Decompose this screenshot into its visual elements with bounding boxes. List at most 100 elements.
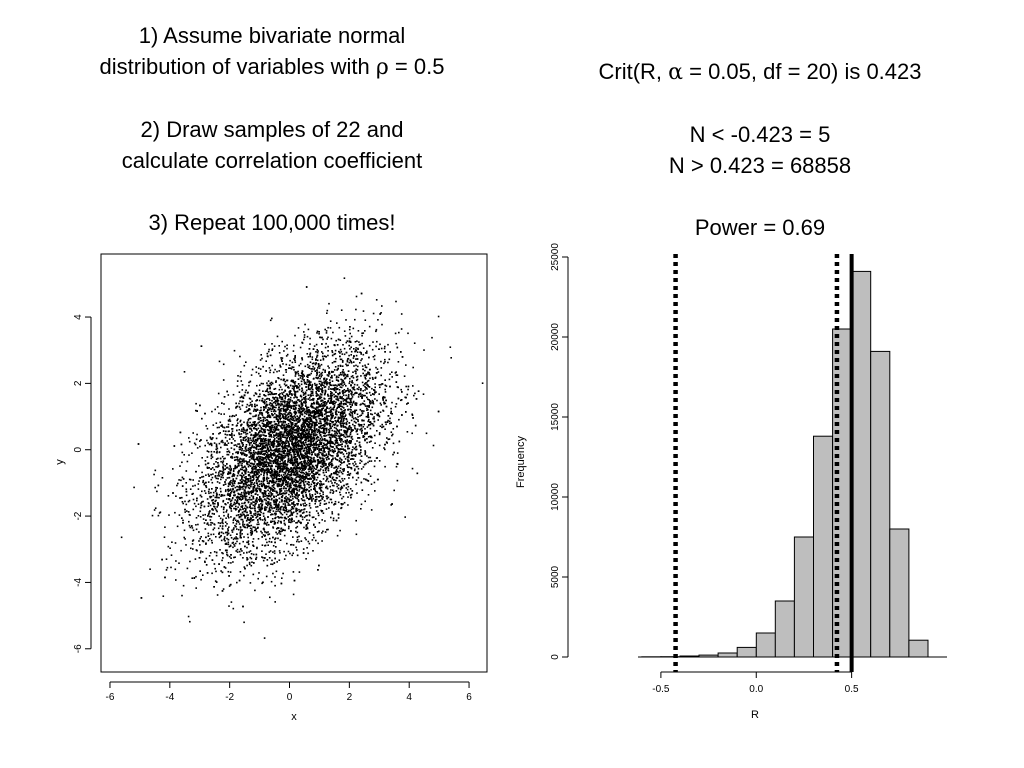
scatter-point xyxy=(216,426,219,429)
scatter-point xyxy=(324,391,327,393)
scatter-point xyxy=(351,386,354,389)
scatter-point xyxy=(188,454,190,456)
scatter-point xyxy=(337,451,339,454)
scatter-point xyxy=(340,350,343,353)
scatter-point xyxy=(368,371,370,374)
scatter-point xyxy=(340,444,342,446)
scatter-point xyxy=(317,415,319,418)
scatter-point xyxy=(291,444,294,446)
scatter-point xyxy=(269,537,271,540)
scatter-point xyxy=(277,485,279,488)
scatter-point xyxy=(398,331,400,334)
scatter-point xyxy=(205,486,208,489)
scatter-point xyxy=(305,413,308,415)
scatter-point xyxy=(199,516,202,518)
scatter-point xyxy=(299,448,301,451)
scatter-point xyxy=(383,362,385,365)
scatter-point xyxy=(245,484,248,486)
scatter-point xyxy=(321,463,324,466)
scatter-point xyxy=(343,347,346,350)
scatter-point xyxy=(288,426,290,429)
scatter-point xyxy=(301,425,303,428)
scatter-point xyxy=(264,493,267,496)
scatter-point xyxy=(239,482,241,485)
scatter-point xyxy=(248,459,251,461)
scatter-point xyxy=(235,456,238,458)
scatter-point xyxy=(244,486,247,489)
scatter-point xyxy=(366,455,368,457)
scatter-point xyxy=(346,389,348,392)
scatter-point xyxy=(359,462,361,464)
scatter-point xyxy=(214,502,216,505)
scatter-point xyxy=(236,498,239,501)
scatter-point xyxy=(299,510,301,513)
scatter-point xyxy=(288,364,291,366)
scatter-point xyxy=(342,479,344,482)
scatter-point xyxy=(234,444,237,446)
scatter-point xyxy=(182,502,184,505)
scatter-point xyxy=(309,493,311,495)
scatter-point xyxy=(243,421,245,424)
scatter-point xyxy=(244,480,247,482)
scatter-point xyxy=(381,323,383,326)
scatter-point xyxy=(232,546,234,549)
scatter-point xyxy=(277,503,280,505)
scatter-point xyxy=(316,431,319,434)
scatter-point xyxy=(381,383,384,385)
scatter-point xyxy=(255,458,257,461)
scatter-point xyxy=(259,490,262,493)
scatter-point xyxy=(350,406,352,408)
scatter-point xyxy=(321,459,324,462)
scatter-point xyxy=(233,456,236,459)
scatter-point xyxy=(348,382,351,385)
scatter-point xyxy=(252,487,255,489)
scatter-point xyxy=(241,389,244,391)
scatter-point xyxy=(371,387,373,390)
scatter-point xyxy=(298,467,301,470)
scatter-point xyxy=(308,542,311,545)
scatter-point xyxy=(450,357,452,359)
scatter-point xyxy=(353,348,355,350)
scatter-point xyxy=(302,479,305,481)
scatter-point xyxy=(265,407,267,409)
scatter-point xyxy=(297,474,300,476)
scatter-point xyxy=(289,430,291,433)
scatter-point xyxy=(341,497,343,500)
scatter-point xyxy=(260,509,262,511)
scatter-point xyxy=(260,406,262,409)
scatter-point xyxy=(235,538,237,540)
scatter-point xyxy=(226,448,229,450)
scatter-point xyxy=(254,484,256,487)
scatter-point xyxy=(234,542,237,545)
scatter-point xyxy=(306,526,309,529)
scatter-point xyxy=(244,431,247,434)
scatter-point xyxy=(345,432,348,434)
scatter-point xyxy=(303,334,306,336)
scatter-point xyxy=(252,476,255,478)
scatter-point xyxy=(278,473,280,476)
scatter-point xyxy=(341,410,343,413)
scatter-point xyxy=(246,432,249,435)
scatter-point xyxy=(355,349,357,351)
scatter-point xyxy=(263,637,266,639)
scatter-point xyxy=(284,420,287,423)
scatter-point xyxy=(242,522,244,524)
scatter-point xyxy=(355,364,357,367)
scatter-point xyxy=(361,365,364,367)
scatter-point xyxy=(347,397,350,399)
scatter-point xyxy=(222,426,224,428)
scatter-point xyxy=(255,478,258,481)
scatter-point xyxy=(292,593,295,596)
scatter-point xyxy=(210,457,213,460)
scatter-point xyxy=(371,406,374,409)
scatter-point xyxy=(317,482,319,484)
scatter-point xyxy=(178,479,180,481)
scatter-point xyxy=(263,457,265,459)
scatter-point xyxy=(185,544,187,546)
scatter-point xyxy=(208,492,210,495)
scatter-point xyxy=(220,460,222,463)
scatter-point xyxy=(266,541,268,544)
scatter-point xyxy=(288,391,291,393)
scatter-point xyxy=(318,398,320,400)
